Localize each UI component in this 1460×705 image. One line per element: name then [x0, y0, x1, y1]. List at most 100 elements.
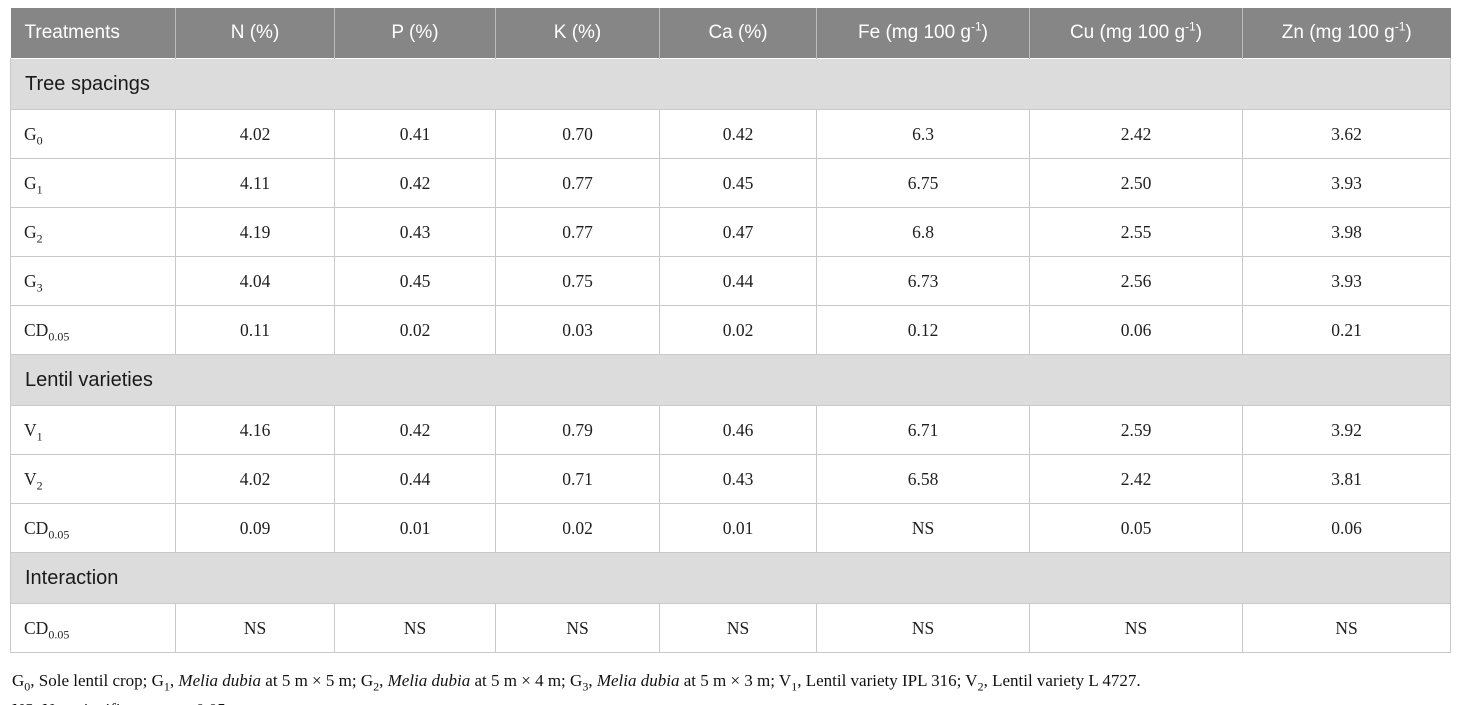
- column-header-label: Ca (%): [708, 22, 768, 43]
- column-header-p: P (%): [334, 8, 496, 59]
- footnote-text: ,: [379, 671, 388, 690]
- row-label-base: CD: [24, 319, 49, 340]
- cell: 6.8: [816, 207, 1030, 257]
- cell: 0.47: [659, 207, 817, 257]
- row-label-subscript: 3: [36, 280, 43, 294]
- cell: 3.62: [1242, 109, 1451, 159]
- cell: 2.56: [1029, 256, 1243, 306]
- footnote-subscript: 1: [791, 679, 798, 694]
- table-row-cd-interaction: CD0.05 NS NS NS NS NS NS NS: [10, 603, 1451, 653]
- cell: 0.42: [334, 158, 496, 208]
- table-row-cd-tree: CD0.05 0.11 0.02 0.03 0.02 0.12 0.06 0.2…: [10, 305, 1451, 355]
- column-header-label: ): [1195, 22, 1203, 43]
- column-header-k: K (%): [495, 8, 660, 59]
- cell: 0.70: [495, 109, 660, 159]
- cell: 0.21: [1242, 305, 1451, 355]
- cell: 0.02: [334, 305, 496, 355]
- row-label-base: G: [24, 221, 37, 242]
- column-header-label: ): [981, 22, 988, 43]
- cell: NS: [1029, 603, 1243, 653]
- footnote-text: at 5 m × 5 m; G: [261, 671, 374, 690]
- row-label-base: G: [24, 172, 37, 193]
- section-band-interaction: Interaction: [10, 552, 1451, 604]
- cell: 0.45: [334, 256, 496, 306]
- table-row-cd-lentil: CD0.05 0.09 0.01 0.02 0.01 NS 0.05 0.06: [10, 503, 1451, 553]
- cell: 0.43: [659, 454, 817, 504]
- table-row-g0: G0 4.02 0.41 0.70 0.42 6.3 2.42 3.62: [10, 109, 1451, 159]
- cell: 3.98: [1242, 207, 1451, 257]
- superscript: -1: [1394, 19, 1406, 34]
- footnote-subscript: 0: [24, 679, 31, 694]
- cell: 4.16: [175, 405, 335, 455]
- section-title: Lentil varieties: [10, 354, 1451, 406]
- nutrient-content-table: Treatments N (%) P (%) K (%) Ca (%) Fe (…: [10, 8, 1451, 653]
- cell: NS: [175, 603, 335, 653]
- cell: 3.92: [1242, 405, 1451, 455]
- cell: 0.06: [1242, 503, 1451, 553]
- cell: 0.02: [495, 503, 660, 553]
- column-header-label: Cu (mg 100 g: [1069, 22, 1186, 43]
- cell: 0.42: [334, 405, 496, 455]
- row-label-subscript: 1: [36, 429, 43, 443]
- footnote-subscript: 2: [977, 679, 984, 694]
- row-label: G1: [10, 158, 176, 208]
- cell: 6.75: [816, 158, 1030, 208]
- cell: 0.02: [659, 305, 817, 355]
- cell: 0.71: [495, 454, 660, 504]
- table-row-g1: G1 4.11 0.42 0.77 0.45 6.75 2.50 3.93: [10, 158, 1451, 208]
- cell: 0.11: [175, 305, 335, 355]
- footnote-subscript: 2: [373, 679, 380, 694]
- footnote-subscript: 1: [163, 679, 170, 694]
- cell: 0.44: [659, 256, 817, 306]
- cell: 0.03: [495, 305, 660, 355]
- table-row-g3: G3 4.04 0.45 0.75 0.44 6.73 2.56 3.93: [10, 256, 1451, 306]
- cell: 0.12: [816, 305, 1030, 355]
- footnote-text: at 5 m × 4 m; G: [470, 671, 583, 690]
- row-label-subscript: 1: [36, 182, 43, 196]
- row-label: G3: [10, 256, 176, 306]
- row-label-subscript: 2: [36, 231, 43, 245]
- table-row-v1: V1 4.16 0.42 0.79 0.46 6.71 2.59 3.92: [10, 405, 1451, 455]
- cell: 6.3: [816, 109, 1030, 159]
- column-header-label: N (%): [230, 22, 280, 43]
- cell: 0.46: [659, 405, 817, 455]
- footnote-species-name: Melia dubia: [387, 671, 471, 690]
- row-label-base: V: [24, 419, 37, 440]
- cell: 2.42: [1029, 454, 1243, 504]
- row-label: V1: [10, 405, 176, 455]
- footnote-text: ,: [588, 671, 597, 690]
- footnote-text: , Lentil variety IPL 316; V: [797, 671, 978, 690]
- cell: 4.02: [175, 109, 335, 159]
- cell: 4.19: [175, 207, 335, 257]
- footnote-text: at 5 m × 3 m; V: [679, 671, 792, 690]
- cell: NS: [334, 603, 496, 653]
- column-header-n: N (%): [175, 8, 335, 59]
- cell: 0.06: [1029, 305, 1243, 355]
- row-label: G0: [10, 109, 176, 159]
- section-title: Tree spacings: [10, 58, 1451, 110]
- footnote-ns-legend: NS, Non-significant at p ≤ 0.05.: [12, 697, 1450, 705]
- row-label-base: CD: [24, 617, 49, 638]
- cell: 0.79: [495, 405, 660, 455]
- row-label: CD0.05: [10, 305, 176, 355]
- row-label-subscript: 0.05: [48, 627, 70, 641]
- row-label-subscript: 0.05: [48, 527, 70, 541]
- row-label: CD0.05: [10, 603, 176, 653]
- cell: 0.01: [659, 503, 817, 553]
- cell: NS: [816, 603, 1030, 653]
- cell: 4.04: [175, 256, 335, 306]
- column-header-treatments: Treatments: [10, 8, 176, 59]
- cell: 0.42: [659, 109, 817, 159]
- section-title: Interaction: [10, 552, 1451, 604]
- cell: 3.81: [1242, 454, 1451, 504]
- cell: 6.58: [816, 454, 1030, 504]
- column-header-zn: Zn (mg 100 g-1): [1242, 8, 1451, 59]
- column-header-label: Fe (mg 100 g: [858, 22, 971, 43]
- row-label-base: G: [24, 270, 37, 291]
- column-header-ca: Ca (%): [659, 8, 817, 59]
- cell: 0.41: [334, 109, 496, 159]
- cell: 6.73: [816, 256, 1030, 306]
- table-row-v2: V2 4.02 0.44 0.71 0.43 6.58 2.42 3.81: [10, 454, 1451, 504]
- cell: 3.93: [1242, 158, 1451, 208]
